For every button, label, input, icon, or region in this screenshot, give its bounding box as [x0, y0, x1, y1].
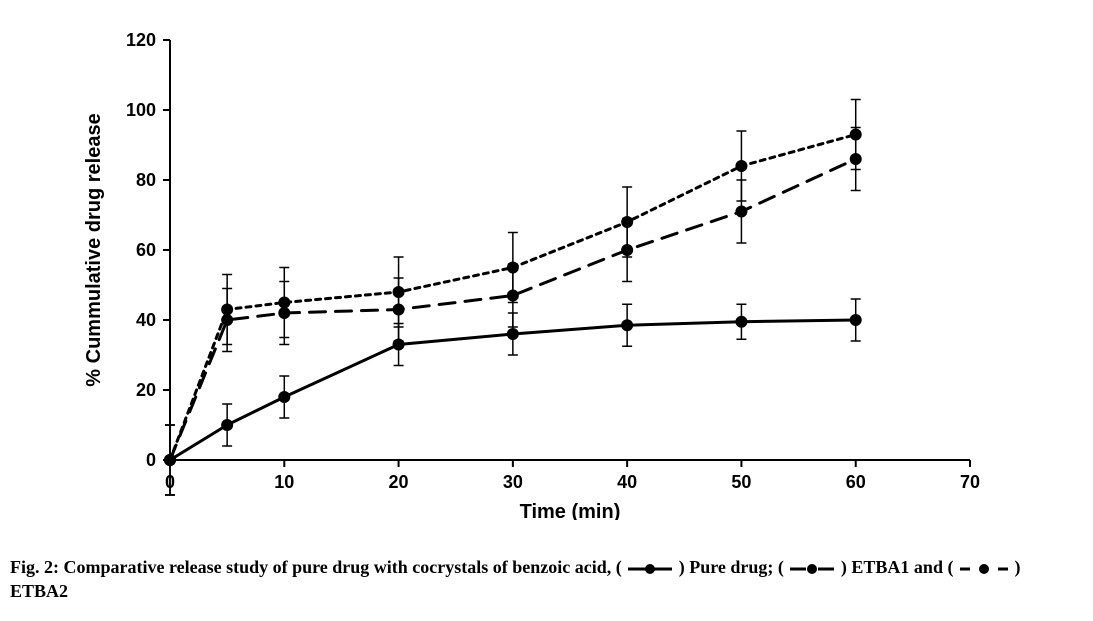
svg-text:40: 40 [136, 310, 156, 330]
legend-symbol-etba2 [960, 563, 1008, 575]
svg-text:10: 10 [274, 472, 294, 492]
chart-area: 010203040506070Time (min)020406080100120… [60, 20, 1020, 520]
caption-text-2: ) Pure drug; ( [679, 557, 784, 577]
svg-text:0: 0 [146, 450, 156, 470]
caption-text-1: Fig. 2: Comparative release study of pur… [10, 557, 622, 577]
figure-caption: Fig. 2: Comparative release study of pur… [10, 555, 1070, 604]
svg-text:20: 20 [389, 472, 409, 492]
svg-text:40: 40 [617, 472, 637, 492]
caption-text-3: ) ETBA1 and ( [841, 557, 954, 577]
svg-text:60: 60 [846, 472, 866, 492]
svg-text:60: 60 [136, 240, 156, 260]
svg-text:80: 80 [136, 170, 156, 190]
legend-symbol-pure [628, 563, 672, 575]
svg-text:100: 100 [126, 100, 156, 120]
svg-text:120: 120 [126, 30, 156, 50]
svg-text:20: 20 [136, 380, 156, 400]
legend-symbol-etba1 [790, 563, 834, 575]
svg-text:Time (min): Time (min) [520, 501, 621, 520]
svg-text:30: 30 [503, 472, 523, 492]
svg-text:50: 50 [731, 472, 751, 492]
svg-text:70: 70 [960, 472, 980, 492]
figure-container: { "chart": { "type": "line", "background… [0, 0, 1093, 621]
line-chart: 010203040506070Time (min)020406080100120… [60, 20, 1020, 520]
svg-text:% Cummulative drug release: % Cummulative drug release [83, 113, 105, 386]
